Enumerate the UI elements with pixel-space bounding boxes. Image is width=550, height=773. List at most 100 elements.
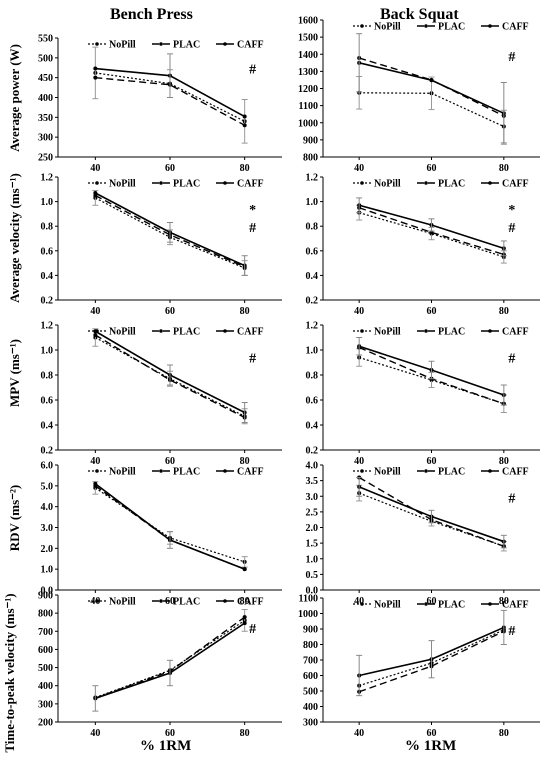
- squat-power-ytick-label-4: 1200: [298, 84, 318, 95]
- squat-power-legend-marker-PLAC: [424, 24, 428, 28]
- squat-rdv-xtick-label-0: 40: [354, 596, 364, 607]
- bench-power-legend-label-NoPill: NoPill: [109, 40, 136, 51]
- bench-rdv-legend-label-NoPill: NoPill: [109, 467, 136, 478]
- col-title-left: Bench Press: [110, 6, 193, 23]
- bench-rdv-legend-marker-PLAC: [159, 469, 163, 473]
- bench-ttpv-xtick-label-1: 60: [165, 728, 175, 739]
- bench-velocity-xtick-label-2: 80: [240, 306, 250, 317]
- bench-mpv-annotation-0: #: [249, 352, 256, 367]
- squat-mpv-xtick-label-0: 40: [354, 456, 364, 467]
- bench-mpv-ytick-label-2: 0.6: [41, 396, 54, 407]
- bench-ttpv-ytick-label-6: 800: [38, 609, 53, 620]
- bench-mpv-ytick-label-0: 0.2: [41, 446, 54, 457]
- squat-velocity-ytick-label-2: 0.6: [306, 246, 319, 257]
- squat-power-xtick-label-0: 40: [354, 163, 364, 174]
- squat-velocity-legend-marker-NoPill: [360, 181, 364, 185]
- bench-power-point-CAFF-2: [242, 114, 247, 119]
- squat-rdv-ytick-label-7: 3.5: [306, 476, 319, 487]
- bench-velocity-ytick-label-2: 0.6: [41, 246, 54, 257]
- bench-rdv-ytick-label-1: 1.0: [41, 565, 54, 576]
- bench-velocity-legend-label-NoPill: NoPill: [109, 179, 136, 190]
- squat-power-series-PLAC: [358, 57, 505, 117]
- squat-ttpv-ytick-label-1: 400: [303, 702, 318, 713]
- squat-velocity-ytick-label-3: 0.8: [306, 222, 319, 233]
- bench-ttpv-ytick-label-4: 600: [38, 645, 53, 656]
- bench-mpv-legend-label-CAFF: CAFF: [237, 327, 264, 338]
- squat-power-annotation-0: #: [508, 50, 515, 65]
- bench-power-point-PLAC-0: [93, 75, 98, 80]
- bench-power-ytick-label-0: 250: [38, 153, 53, 164]
- squat-power-ytick-label-1: 900: [303, 135, 318, 146]
- squat-mpv-legend-marker-NoPill: [360, 329, 364, 333]
- squat-rdv-ytick-label-2: 1.0: [306, 554, 319, 565]
- bench-power-legend-label-PLAC: PLAC: [173, 40, 200, 51]
- squat-velocity-series-NoPill: [359, 212, 505, 258]
- squat-rdv-legend-marker-NoPill: [360, 469, 364, 473]
- bench-mpv-legend-marker-PLAC: [159, 329, 163, 333]
- bench-velocity-legend-label-PLAC: PLAC: [173, 179, 200, 190]
- squat-ttpv-ytick-label-3: 600: [303, 671, 318, 682]
- bench-power-legend-marker-NoPill: [95, 42, 99, 46]
- squat-mpv-xtick-label-2: 80: [499, 456, 509, 467]
- squat-power-point-CAFF-1: [429, 78, 434, 83]
- bench-ttpv-ytick-label-2: 400: [38, 681, 53, 692]
- squat-velocity-legend-label-NoPill: NoPill: [374, 179, 401, 190]
- squat-ttpv-series-NoPill: [358, 629, 505, 687]
- bench-ttpv-ytick-label-7: 900: [38, 591, 53, 602]
- bench-velocity-ytick-label-4: 1.0: [41, 197, 54, 208]
- bench-power-ytick-label-2: 350: [38, 113, 53, 124]
- squat-rdv-xtick-label-1: 60: [427, 596, 437, 607]
- squat-velocity-xtick-label-1: 60: [427, 306, 437, 317]
- squat-power-xtick-label-1: 60: [427, 163, 437, 174]
- bench-ttpv-annotation-0: #: [249, 622, 256, 637]
- bench-rdv-xtick-label-2: 80: [240, 596, 250, 607]
- squat-ttpv-legend-label-PLAC: PLAC: [438, 600, 465, 611]
- bench-power-ytick-label-1: 300: [38, 133, 53, 144]
- bench-velocity-annotation-1: #: [249, 221, 256, 236]
- bench-ttpv-legend-label-PLAC: PLAC: [173, 597, 200, 608]
- squat-mpv-legend-marker-CAFF: [488, 329, 492, 333]
- squat-power-ytick-label-0: 800: [303, 153, 318, 164]
- squat-rdv-ytick-label-3: 1.5: [306, 539, 319, 550]
- squat-power-ytick-label-5: 1300: [298, 67, 318, 78]
- bench-rdv-legend-label-PLAC: PLAC: [173, 467, 200, 478]
- squat-velocity-annotation-0: *: [508, 203, 515, 218]
- bench-power-ytick-label-3: 400: [38, 93, 53, 104]
- squat-ttpv-ytick-label-6: 900: [303, 625, 318, 636]
- squat-power-xtick-label-2: 80: [499, 163, 509, 174]
- squat-power-legend-label-CAFF: CAFF: [502, 22, 529, 33]
- squat-ttpv-legend-marker-NoPill: [360, 602, 364, 606]
- bench-power-ytick-label-4: 450: [38, 73, 53, 84]
- squat-ttpv-ytick-label-5: 800: [303, 640, 318, 651]
- bench-rdv-legend-marker-CAFF: [223, 469, 227, 473]
- col-title-right: Back Squat: [380, 6, 459, 23]
- squat-mpv-ytick-label-2: 0.6: [306, 396, 319, 407]
- squat-velocity-annotation-1: #: [508, 221, 515, 236]
- squat-velocity-ytick-label-4: 1.0: [306, 197, 319, 208]
- bench-ttpv-xtick-label-2: 80: [240, 728, 250, 739]
- bench-power-ytick-label-5: 500: [38, 53, 53, 64]
- bench-mpv-legend-marker-NoPill: [95, 329, 99, 333]
- squat-power-legend-marker-NoPill: [360, 24, 364, 28]
- bench-velocity-ytick-label-5: 1.2: [41, 173, 54, 184]
- bench-ttpv-xtick-label-0: 40: [90, 728, 100, 739]
- bench-mpv-xtick-label-0: 40: [90, 456, 100, 467]
- bench-ttpv-ytick-label-3: 500: [38, 663, 53, 674]
- bench-mpv-ytick-label-4: 1.0: [41, 346, 54, 357]
- bench-ttpv-legend-marker-PLAC: [159, 599, 163, 603]
- bench-velocity-series-PLAC: [95, 194, 245, 268]
- bench-mpv-xtick-label-1: 60: [165, 456, 175, 467]
- squat-ttpv-ytick-label-0: 300: [303, 718, 318, 729]
- bench-velocity-annotation-0: *: [249, 203, 256, 218]
- squat-mpv-xtick-label-1: 60: [427, 456, 437, 467]
- bench-mpv-legend-marker-CAFF: [223, 329, 227, 333]
- squat-rdv-legend-marker-CAFF: [488, 469, 492, 473]
- bench-ttpv-ytick-label-1: 300: [38, 699, 53, 710]
- squat-power-ytick-label-7: 1500: [298, 33, 318, 44]
- bench-rdv-legend-label-CAFF: CAFF: [237, 467, 264, 478]
- squat-mpv-legend-label-PLAC: PLAC: [438, 327, 465, 338]
- squat-mpv-ytick-label-0: 0.2: [306, 446, 319, 457]
- squat-rdv-legend-label-CAFF: CAFF: [502, 467, 529, 478]
- squat-ttpv-legend-label-NoPill: NoPill: [374, 600, 401, 611]
